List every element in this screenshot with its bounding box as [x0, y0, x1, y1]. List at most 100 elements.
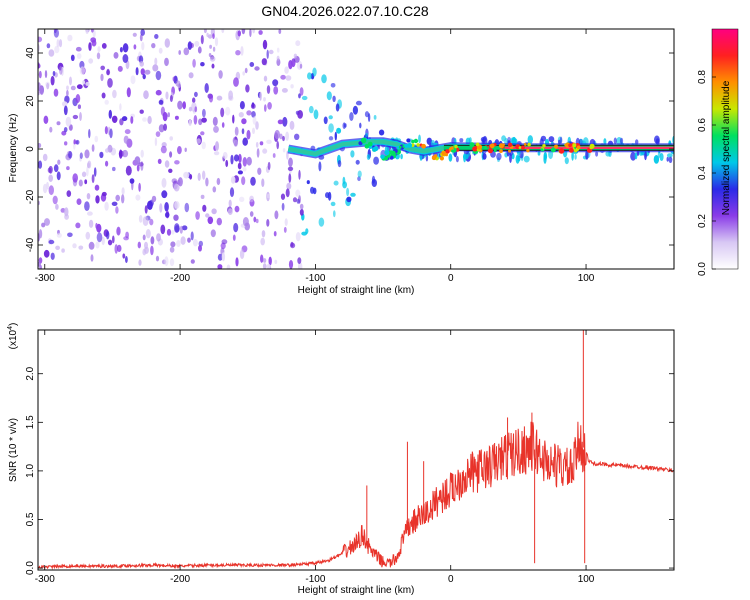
spectrogram-blob [246, 129, 251, 140]
spectrogram-blob [115, 194, 120, 202]
spectrogram-blob [334, 131, 337, 141]
spectrogram-blob [373, 115, 377, 120]
ridge-dot [421, 143, 426, 149]
spectrogram-blob [225, 159, 229, 168]
spectrogram-blob [46, 43, 51, 49]
spectrogram-blob [180, 236, 186, 245]
spectrogram-blob [378, 129, 385, 136]
spectrogram-blob [230, 176, 236, 184]
spectrogram-blob [141, 41, 145, 51]
spectrogram-blob [72, 114, 79, 120]
spectrogram-blob [251, 111, 256, 118]
spectrogram-blob [285, 188, 290, 198]
spectrogram-blob [235, 257, 239, 267]
spectrogram-blob [147, 115, 152, 125]
spectrogram-blob [255, 218, 259, 224]
spectrogram-blob [244, 67, 248, 74]
spectrogram-blob [88, 241, 95, 250]
spectrogram-blob [94, 184, 100, 191]
spectrogram-blob [299, 203, 304, 210]
spectrogram-blob [155, 89, 162, 96]
spectrogram-blob [668, 156, 673, 163]
spectrogram-blob [155, 255, 160, 262]
spectrogram-blob [217, 253, 223, 261]
spectrogram-blob [140, 68, 145, 76]
spectrogram-blob [150, 236, 155, 245]
spectrogram-blob [321, 74, 327, 84]
spectrogram-blob [262, 148, 268, 154]
spectrogram-blob [241, 118, 247, 125]
spectrogram-blob [263, 75, 268, 82]
spectrogram-blob [260, 237, 266, 246]
spectrogram-blob [540, 135, 547, 142]
ridge-dot [568, 148, 574, 153]
spectrogram-blob [241, 128, 245, 135]
spectrogram-blob [138, 182, 141, 192]
spectrogram-blob [122, 43, 129, 53]
spectrogram-blob [233, 77, 239, 87]
spectrogram-blob [258, 30, 263, 35]
spectrogram-blob [255, 141, 259, 148]
spectrogram-blob [233, 139, 239, 147]
spectrogram-blob [208, 53, 212, 57]
spectrogram-blob [288, 260, 294, 269]
spectrogram-blob [229, 187, 235, 198]
spectrogram-blob [294, 133, 300, 140]
spectrogram-blob [95, 195, 100, 204]
spectrogram-blob [210, 229, 216, 238]
y-tick-label: 1.5 [25, 415, 36, 429]
spectrogram-blob [212, 46, 216, 52]
spectrogram-blob [276, 47, 280, 53]
ridge-dot [472, 146, 478, 152]
spectrogram-blob [211, 63, 215, 69]
spectrogram-blob [91, 39, 97, 47]
spectrogram-blob [337, 160, 342, 168]
spectrogram-blob [515, 154, 520, 164]
spectrogram-blob [266, 263, 271, 269]
spectrogram-blob [111, 201, 118, 206]
spectrogram-blob [250, 176, 256, 186]
spectrogram-blob [201, 141, 206, 150]
spectrogram-blob [234, 205, 240, 213]
spectrogram-blob [197, 172, 201, 181]
spectrogram-blob [200, 131, 205, 136]
spectrogram-blob [107, 239, 113, 246]
spectrogram-blob [323, 116, 328, 125]
spectrogram-blob [177, 100, 183, 110]
spectrogram-blob [93, 167, 97, 177]
spectrogram-blob [84, 179, 88, 185]
spectrogram-y-ticks: -40 -20 0 20 40 [25, 47, 674, 252]
ridge-dot [360, 137, 367, 144]
spectrogram-blob [53, 88, 59, 97]
spectrogram-blob [101, 236, 105, 246]
spectrogram-blob [106, 68, 110, 76]
spectrogram-blob [218, 70, 223, 79]
spectrogram-blob [138, 215, 143, 223]
spectrogram-blob [190, 259, 195, 264]
spectrogram-blob [56, 39, 60, 48]
spectrogram-blob [209, 56, 216, 62]
spectrogram-blob [238, 112, 244, 118]
spectrogram-blob [630, 151, 636, 161]
spectrogram-blob [158, 99, 164, 105]
spectrogram-blob [346, 187, 350, 197]
spectrogram-blob [430, 140, 435, 146]
spectrogram-blob [212, 33, 215, 39]
spectrogram-blob [182, 101, 186, 110]
spectrogram-blob [69, 76, 72, 86]
spectrogram-blob [58, 39, 63, 48]
spectrogram-blob [188, 72, 194, 79]
spectrogram-blob [366, 154, 371, 160]
spectrogram-blob [426, 137, 432, 145]
spectrogram-blob [143, 90, 149, 100]
spectrogram-y-label: Frequency (Hz) [8, 114, 19, 183]
spectrogram-blob [261, 178, 265, 187]
spectrogram-blob [65, 116, 72, 127]
spectrogram-blob [267, 102, 272, 110]
spectrogram-blob [217, 264, 223, 269]
ridge-dot [527, 142, 531, 147]
spectrogram-blob [158, 124, 165, 133]
spectrogram-blob [255, 121, 259, 130]
spectrogram-blob [292, 197, 298, 203]
spectrogram-blob [336, 127, 342, 134]
